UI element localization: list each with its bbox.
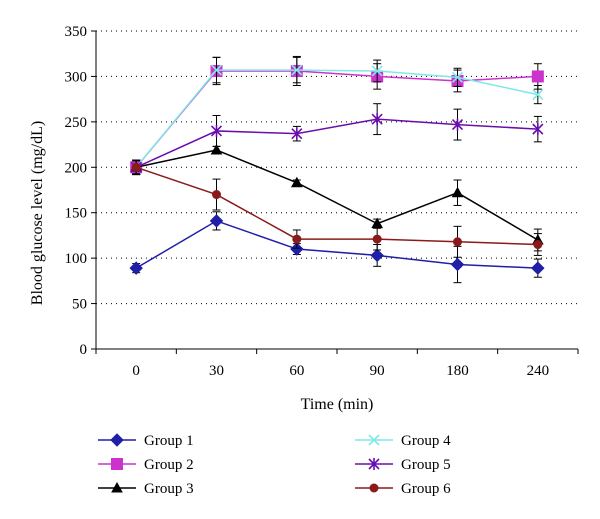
y-tick-label: 300 bbox=[65, 69, 88, 85]
data-point bbox=[212, 190, 221, 200]
data-point bbox=[290, 242, 304, 256]
y-tick-label: 350 bbox=[65, 24, 88, 40]
data-point bbox=[210, 143, 223, 155]
data-point bbox=[451, 186, 464, 198]
y-tick-label: 50 bbox=[72, 297, 87, 313]
data-point bbox=[372, 234, 382, 244]
legend-marker bbox=[111, 458, 123, 470]
x-tick-label: 60 bbox=[289, 363, 304, 379]
data-point bbox=[532, 123, 544, 136]
y-tick-label: 150 bbox=[65, 206, 88, 222]
legend-label: Group 5 bbox=[401, 457, 451, 473]
legend-marker bbox=[111, 481, 123, 493]
series-line bbox=[135, 220, 538, 269]
y-tick-label: 100 bbox=[65, 251, 88, 267]
legend-label: Group 4 bbox=[401, 433, 451, 449]
x-tick-label: 90 bbox=[370, 363, 385, 379]
legend-item: Group 4 bbox=[355, 433, 451, 449]
y-axis-title: Blood glucose level (mg/dL) bbox=[29, 121, 46, 305]
legend-label: Group 1 bbox=[144, 433, 194, 449]
data-point bbox=[533, 240, 543, 250]
series-line bbox=[135, 70, 538, 168]
data-point bbox=[371, 113, 383, 126]
series-layer bbox=[129, 55, 545, 284]
data-point bbox=[210, 64, 223, 76]
legend-label: Group 3 bbox=[144, 481, 194, 497]
data-point bbox=[290, 176, 303, 188]
data-point bbox=[371, 217, 384, 229]
x-tick-label: 180 bbox=[446, 363, 469, 379]
x-tick-label: 30 bbox=[209, 363, 224, 379]
data-point bbox=[451, 71, 464, 83]
legend-item: Group 3 bbox=[98, 481, 194, 497]
data-point bbox=[531, 70, 544, 83]
series-line bbox=[136, 149, 539, 241]
data-point bbox=[129, 261, 143, 275]
legend: Group 1 Group 2 Group 3 Group 4 Group 5 Group… bbox=[98, 433, 451, 497]
y-tick-label: 0 bbox=[80, 342, 88, 358]
data-point bbox=[292, 234, 302, 244]
data-point bbox=[532, 89, 544, 101]
data-point bbox=[209, 214, 224, 228]
series-group-6 bbox=[131, 159, 543, 258]
x-tick-label: 0 bbox=[132, 363, 140, 379]
legend-item: Group 2 bbox=[98, 457, 194, 473]
y-tick-label: 200 bbox=[65, 160, 88, 176]
legend-item: Group 6 bbox=[355, 481, 451, 497]
data-point bbox=[371, 65, 383, 77]
y-tick-label: 250 bbox=[65, 115, 88, 131]
data-point bbox=[210, 124, 223, 137]
legend-item: Group 5 bbox=[355, 457, 451, 473]
series-line bbox=[135, 118, 538, 168]
gridlines bbox=[96, 30, 578, 305]
axes: 0 50 100 150 200 250 300 350 0 30 60 90 180 240 bbox=[65, 24, 579, 379]
legend-label: Group 2 bbox=[144, 457, 194, 473]
data-point bbox=[451, 118, 464, 131]
legend-marker bbox=[368, 434, 380, 446]
data-point bbox=[453, 237, 462, 247]
legend-label: Group 6 bbox=[401, 481, 451, 497]
series-group-1 bbox=[129, 211, 545, 284]
legend-marker bbox=[368, 458, 380, 470]
series-group-4 bbox=[130, 56, 544, 175]
data-point bbox=[370, 248, 384, 263]
data-point bbox=[291, 64, 303, 76]
legend-marker bbox=[110, 433, 124, 447]
data-point bbox=[131, 162, 141, 172]
data-point bbox=[450, 257, 465, 272]
data-point bbox=[291, 127, 303, 140]
series-group-5 bbox=[130, 103, 544, 176]
x-tick-label: 240 bbox=[527, 363, 550, 379]
data-point bbox=[531, 261, 545, 275]
series-line bbox=[135, 69, 538, 168]
legend-item: Group 1 bbox=[98, 433, 194, 449]
x-axis-title: Time (min) bbox=[301, 396, 374, 413]
series-group-2 bbox=[130, 55, 544, 176]
legend-marker bbox=[369, 483, 379, 493]
series-line bbox=[135, 166, 538, 246]
